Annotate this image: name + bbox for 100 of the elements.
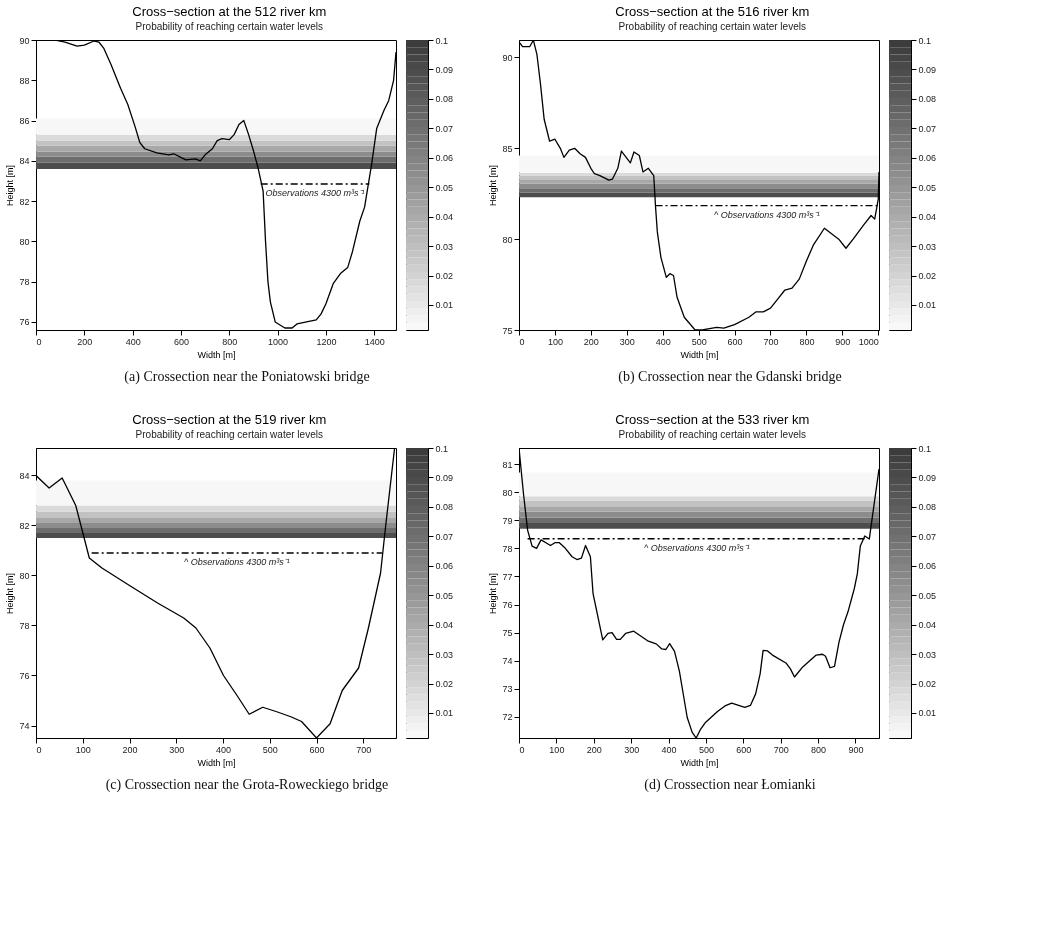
- x-tick-label: 400: [216, 744, 232, 755]
- color-bar-label: 0.03: [918, 241, 937, 252]
- x-axis-title: Width [m]: [680, 349, 719, 360]
- y-tick-label: 75: [502, 325, 513, 336]
- y-tick-label: 84: [19, 156, 30, 167]
- color-bar-label: 0.07: [435, 531, 454, 542]
- x-tick-label: 600: [736, 744, 752, 755]
- color-bar-label: 0.05: [435, 590, 454, 601]
- text: (b) Crossection near the Gdanski bridge: [618, 369, 842, 385]
- x-tick-label: 100: [547, 336, 563, 347]
- chart-subtitle: Probability of reaching certain water levels: [135, 428, 323, 440]
- y-tick-label: 78: [19, 621, 30, 631]
- color-bar-label: 0.1: [918, 443, 932, 454]
- color-bar-label: 0.02: [918, 271, 937, 282]
- color-bar-label: 0.07: [918, 531, 937, 542]
- y-tick-label: 76: [19, 317, 30, 328]
- y-tick-label: 76: [502, 600, 513, 611]
- text: (a) Crossection near the Poniatowski bridge: [124, 369, 370, 385]
- color-bar-label: 0.02: [435, 679, 454, 690]
- x-tick-label: 200: [122, 744, 138, 755]
- y-tick-label: 82: [19, 521, 30, 531]
- x-tick-label: 300: [624, 744, 640, 755]
- x-tick-label: 200: [77, 336, 93, 347]
- x-tick-label: 1000: [858, 336, 879, 347]
- x-tick-label: 500: [262, 744, 278, 755]
- color-bar-label: 0.07: [435, 123, 454, 134]
- color-bar-label: 0.1: [435, 443, 449, 454]
- x-tick-label: 700: [773, 744, 789, 755]
- color-bar-label: 0.1: [918, 35, 932, 46]
- y-tick-label: 74: [502, 656, 513, 667]
- y-axis-title: Height [m]: [488, 164, 499, 207]
- color-bar-label: 0.05: [918, 182, 937, 193]
- y-tick-label: 84: [19, 471, 30, 481]
- x-tick-label: 1000: [268, 336, 289, 347]
- y-tick-label: 78: [502, 543, 513, 554]
- chart-title: Cross−section at the 512 river km: [132, 3, 327, 19]
- y-tick-label: 81: [502, 459, 513, 470]
- x-tick-label: 0: [519, 744, 525, 755]
- y-tick-label: 86: [19, 116, 30, 127]
- y-axis-title: Height [m]: [5, 572, 16, 615]
- y-tick-label: 80: [502, 487, 513, 498]
- x-tick-label: 600: [173, 336, 189, 347]
- color-bar-label: 0.09: [435, 64, 454, 75]
- chart-title: Cross−section at the 519 river km: [132, 411, 327, 427]
- y-tick-label: 80: [502, 234, 513, 245]
- color-bar-label: 0.05: [918, 590, 937, 601]
- color-bar-label: 0.09: [918, 64, 937, 75]
- y-tick-label: 72: [502, 712, 513, 723]
- color-bar-label: 0.08: [435, 94, 454, 105]
- x-tick-label: 800: [222, 336, 238, 347]
- y-tick-label: 73: [502, 684, 513, 695]
- x-axis-title: Width [m]: [680, 757, 719, 768]
- color-bar-label: 0.01: [435, 300, 454, 311]
- chart-subtitle: Probability of reaching certain water levels: [135, 20, 323, 32]
- color-bar-label: 0.1: [435, 35, 449, 46]
- y-tick-label: 79: [502, 515, 513, 526]
- color-bar-label: 0.01: [918, 300, 937, 311]
- color-bar-label: 0.04: [918, 620, 937, 631]
- chart-subtitle: Probability of reaching certain water levels: [618, 20, 806, 32]
- y-tick-label: 80: [19, 571, 30, 581]
- x-tick-label: 900: [835, 336, 851, 347]
- color-bar-label: 0.09: [918, 472, 937, 483]
- color-bar-label: 0.01: [435, 708, 454, 719]
- color-bar-label: 0.07: [918, 123, 937, 134]
- y-tick-label: 74: [19, 721, 30, 731]
- color-bar-label: 0.08: [918, 94, 937, 105]
- color-bar-label: 0.04: [918, 212, 937, 223]
- y-tick-label: 90: [502, 52, 513, 63]
- y-tick-label: 75: [502, 628, 513, 639]
- color-bar-label: 0.02: [435, 271, 454, 282]
- color-bar-label: 0.01: [918, 708, 937, 719]
- y-tick-label: 85: [502, 143, 513, 154]
- y-tick-label: 82: [19, 196, 30, 207]
- chart-title: Cross−section at the 516 river km: [615, 3, 810, 19]
- x-tick-label: 0: [36, 336, 42, 347]
- x-tick-label: 700: [763, 336, 779, 347]
- y-axis-title: Height [m]: [488, 572, 499, 615]
- chart-title: Cross−section at the 533 river km: [615, 411, 810, 427]
- color-bar-label: 0.03: [435, 649, 454, 660]
- x-tick-label: 600: [727, 336, 743, 347]
- x-tick-label: 900: [848, 744, 864, 755]
- y-tick-label: 78: [19, 277, 30, 288]
- x-tick-label: 500: [691, 336, 707, 347]
- y-tick-label: 90: [19, 35, 30, 46]
- x-tick-label: 1200: [316, 336, 337, 347]
- x-axis-title: Width [m]: [197, 349, 236, 360]
- series-label: ^ Observations 4300 m³s⁻¹: [183, 557, 290, 567]
- x-tick-label: 800: [799, 336, 815, 347]
- color-bar-label: 0.03: [435, 241, 454, 252]
- y-tick-label: 80: [19, 236, 30, 247]
- color-bar-label: 0.04: [435, 212, 454, 223]
- color-bar-label: 0.08: [918, 502, 937, 513]
- color-bar-label: 0.06: [435, 153, 454, 164]
- color-bar-label: 0.06: [435, 561, 454, 572]
- x-tick-label: 300: [169, 744, 185, 755]
- text: (c) Crossection near the Grota-Roweckiego bridge: [105, 777, 389, 793]
- series-label: ^ Observations 4300 m³s⁻¹: [714, 209, 820, 220]
- x-tick-label: 400: [655, 336, 671, 347]
- text: (d) Crossection near Łomianki: [644, 777, 816, 793]
- x-tick-label: 0: [519, 336, 525, 347]
